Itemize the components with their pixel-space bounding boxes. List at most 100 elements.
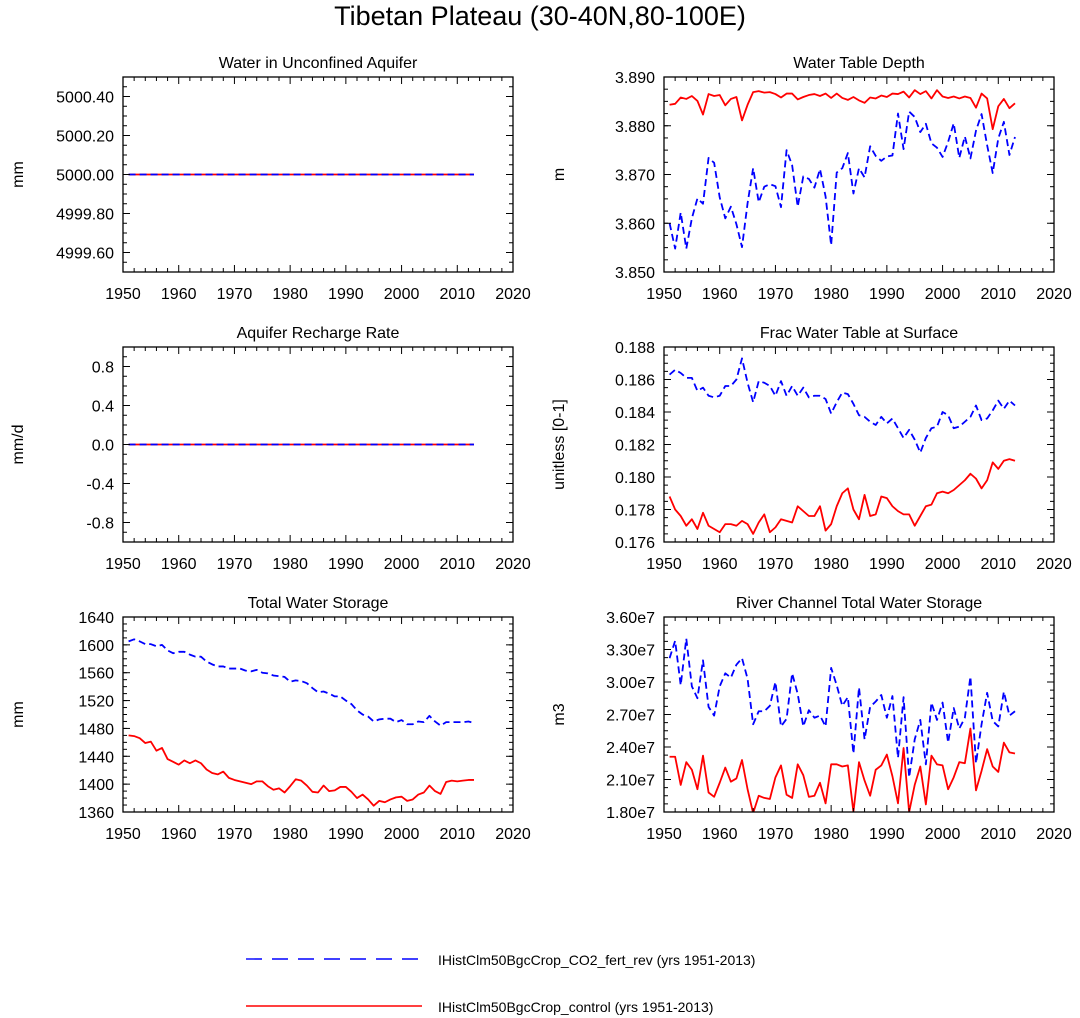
y-tick-label: 1600	[78, 638, 114, 655]
x-tick-label: 1980	[272, 556, 308, 573]
x-tick-label: 1990	[869, 826, 905, 843]
y-tick-label: 2.10e7	[606, 773, 655, 790]
x-tick-label: 1980	[272, 826, 308, 843]
y-axis-label: unitless [0-1]	[551, 399, 568, 490]
x-tick-label: 1960	[161, 556, 197, 573]
y-tick-label: 0.176	[615, 535, 655, 552]
y-tick-label: 0.186	[615, 373, 655, 390]
x-tick-label: 1970	[217, 826, 253, 843]
y-tick-label: 3.870	[615, 168, 655, 185]
panel-2: Water Table Depth m 1950 1960 1970 1980 1990 20…	[551, 55, 1072, 303]
y-tick-label: 5000.00	[56, 168, 114, 185]
y-tick-label: -0.8	[86, 516, 114, 533]
series-line-co2-fert-rev	[668, 357, 1016, 454]
y-tick-label: 3.00e7	[606, 675, 655, 692]
x-tick-label: 1980	[813, 556, 849, 573]
x-tick-label: 1960	[702, 826, 738, 843]
y-axis-label: mm	[10, 161, 27, 188]
series-line-control	[669, 89, 1016, 131]
x-tick-label: 1970	[217, 556, 253, 573]
panel-4: Frac Water Table at Surface unitless [0-1…	[551, 325, 1072, 573]
x-tick-label: 2020	[495, 556, 531, 573]
x-tick-label: 1990	[869, 556, 905, 573]
x-tick-label: 2010	[980, 556, 1016, 573]
y-tick-label: 0.184	[615, 405, 655, 422]
y-tick-label: 4999.60	[56, 246, 114, 263]
panel-title: Water in Unconfined Aquifer	[219, 55, 418, 72]
y-tick-label: 0.182	[615, 438, 655, 455]
y-tick-label: 1440	[78, 749, 114, 766]
y-tick-label: 0.8	[92, 360, 114, 377]
panel-title: River Channel Total Water Storage	[736, 595, 982, 612]
x-tick-label: 2020	[1036, 556, 1072, 573]
x-tick-label: 1960	[161, 826, 197, 843]
y-tick-label: 2.40e7	[606, 740, 655, 757]
x-tick-label: 1960	[702, 286, 738, 303]
x-tick-label: 1970	[758, 286, 794, 303]
y-tick-label: 3.890	[615, 70, 655, 87]
y-tick-label: 0.4	[92, 399, 114, 416]
x-tick-label: 1950	[646, 826, 682, 843]
y-tick-label: 0.188	[615, 340, 655, 357]
panel-title: Total Water Storage	[248, 595, 389, 612]
x-tick-label: 2010	[980, 286, 1016, 303]
x-tick-label: 2010	[980, 826, 1016, 843]
x-tick-label: 1990	[328, 556, 364, 573]
y-tick-label: 3.60e7	[606, 610, 655, 627]
y-axis-label: m3	[551, 703, 568, 725]
legend-label-control: IHistClm50BgcCrop_control (yrs 1951-2013…	[438, 999, 713, 1015]
x-tick-label: 1950	[105, 826, 141, 843]
x-tick-label: 1950	[646, 556, 682, 573]
x-tick-label: 2010	[439, 286, 475, 303]
y-tick-label: 3.860	[615, 216, 655, 233]
figure-title: Tibetan Plateau (30-40N,80-100E)	[334, 1, 746, 31]
panel-5: Total Water Storage mm 1950 1960 1970 1980 199…	[10, 595, 531, 843]
y-tick-label: -0.4	[86, 477, 114, 494]
series-line-control	[128, 734, 474, 807]
plot-frame	[663, 76, 1055, 273]
series-line-control	[669, 727, 1016, 812]
y-axis-label: mm	[10, 701, 27, 728]
y-tick-label: 5000.40	[56, 90, 114, 107]
panel-title: Aquifer Recharge Rate	[237, 325, 400, 342]
y-tick-label: 5000.20	[56, 129, 114, 146]
y-tick-label: 1560	[78, 666, 114, 683]
x-tick-label: 2020	[495, 826, 531, 843]
x-tick-label: 2000	[384, 826, 420, 843]
y-tick-label: 0.178	[615, 503, 655, 520]
x-tick-label: 2000	[925, 556, 961, 573]
y-tick-label: 1480	[78, 721, 114, 738]
x-tick-label: 1990	[328, 286, 364, 303]
y-tick-label: 3.880	[615, 119, 655, 136]
x-tick-label: 2020	[495, 286, 531, 303]
y-tick-label: 3.850	[615, 265, 655, 282]
x-tick-label: 2000	[925, 286, 961, 303]
x-tick-label: 2000	[925, 826, 961, 843]
plot-frame	[663, 346, 1055, 543]
x-tick-label: 1970	[758, 826, 794, 843]
x-tick-label: 1960	[161, 286, 197, 303]
panels: Water in Unconfined Aquifer mm 1950 1960 197…	[10, 55, 1072, 843]
x-tick-label: 1980	[272, 286, 308, 303]
panel-6: River Channel Total Water Storage m3 1950 1…	[551, 595, 1072, 843]
panel-1: Water in Unconfined Aquifer mm 1950 1960 197…	[10, 55, 531, 303]
y-tick-label: 1400	[78, 777, 114, 794]
x-tick-label: 1950	[646, 286, 682, 303]
y-tick-label: 4999.80	[56, 207, 114, 224]
panel-title: Frac Water Table at Surface	[760, 325, 958, 342]
series-line-control	[668, 458, 1016, 535]
y-tick-label: 0.180	[615, 470, 655, 487]
x-tick-label: 2010	[439, 826, 475, 843]
legend: IHistClm50BgcCrop_CO2_fert_rev (yrs 1951…	[246, 952, 755, 1015]
y-tick-label: 0.0	[92, 438, 114, 455]
x-tick-label: 1990	[869, 286, 905, 303]
plot-frame	[663, 616, 1055, 813]
legend-label-co2-fert-rev: IHistClm50BgcCrop_CO2_fert_rev (yrs 1951…	[438, 952, 755, 968]
y-tick-label: 2.70e7	[606, 708, 655, 725]
x-tick-label: 1990	[328, 826, 364, 843]
x-tick-label: 1960	[702, 556, 738, 573]
panel-3: Aquifer Recharge Rate mm/d 1950 1960 1970 198…	[10, 325, 531, 573]
x-tick-label: 1980	[813, 826, 849, 843]
y-tick-label: 3.30e7	[606, 643, 655, 660]
